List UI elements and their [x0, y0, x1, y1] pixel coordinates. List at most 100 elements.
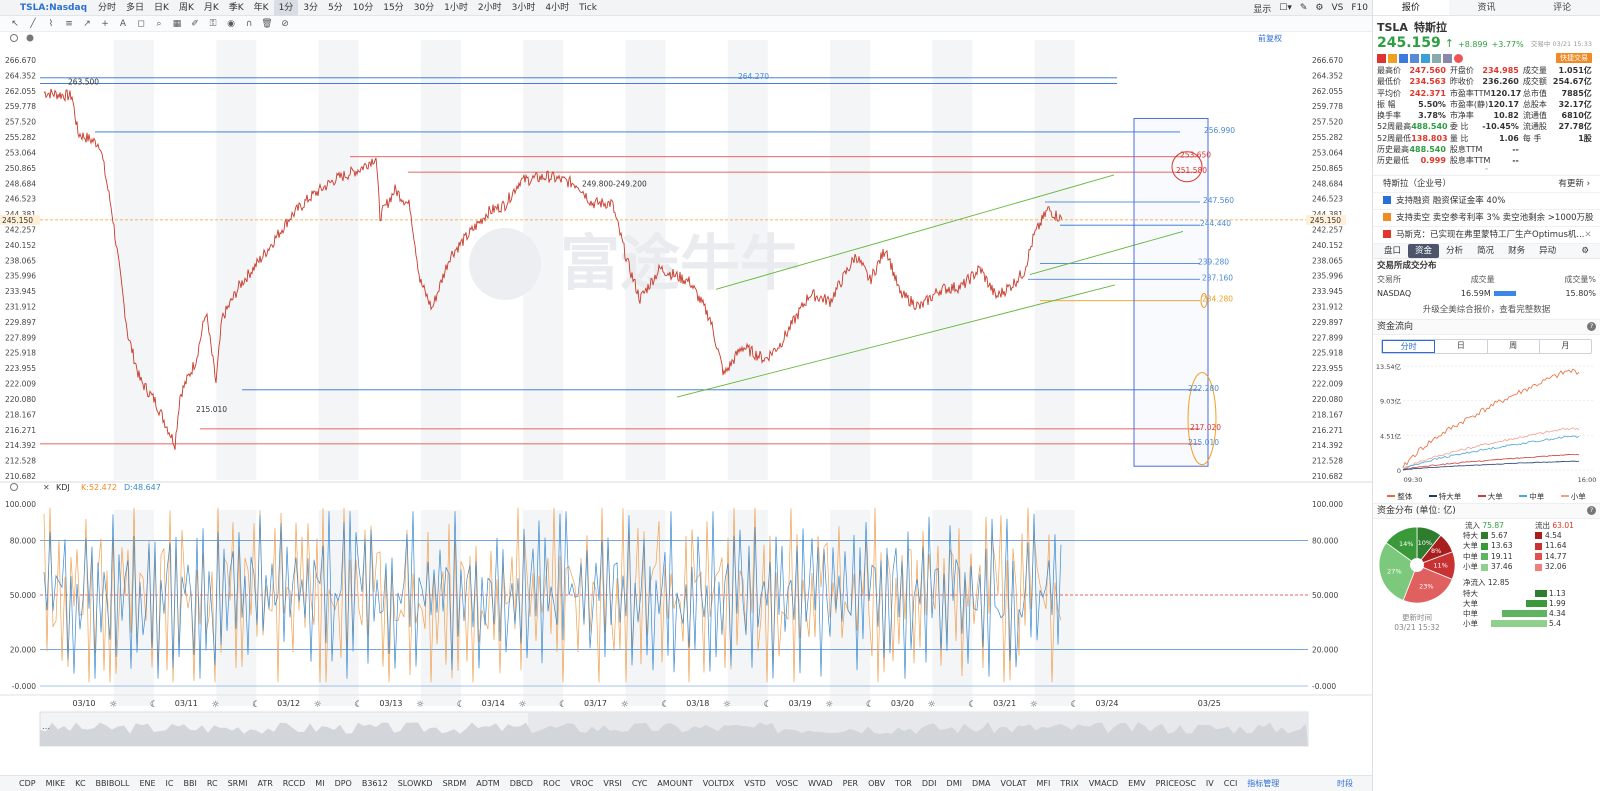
timeframe-tab[interactable]: 2小时 [477, 2, 502, 13]
sub-tab[interactable]: 财务 [1508, 245, 1526, 256]
price-annotation[interactable]: 244.440 [1200, 219, 1231, 228]
chart-close-icon[interactable] [26, 34, 34, 42]
price-annotation[interactable]: 215.010 [196, 405, 227, 414]
indicator-tab[interactable]: SRMI [227, 779, 248, 788]
indicator-tab[interactable]: RC [206, 779, 218, 788]
chart-settings-icon[interactable] [10, 34, 18, 42]
fib-tool-icon[interactable]: ≡ [65, 18, 73, 29]
timeframe-tab[interactable]: 4小时 [545, 2, 570, 13]
company-row[interactable]: 特斯拉（企业号） 有更新 › [1373, 174, 1600, 193]
flow-tab[interactable]: 分时 [1382, 339, 1436, 353]
price-annotation[interactable]: 237.160 [1202, 273, 1233, 282]
timeshare-button[interactable]: 时段 [1337, 779, 1353, 788]
crosshair-icon[interactable]: + [101, 18, 109, 29]
pen-icon[interactable]: ✎ [1299, 3, 1308, 13]
timeframe-tab[interactable]: 15分 [383, 2, 404, 13]
share-icon[interactable] [1443, 53, 1452, 63]
cursor-icon[interactable]: ↖ [11, 18, 19, 29]
indicator-tab[interactable]: DPO [334, 779, 352, 788]
trash-icon[interactable]: 🗑 [261, 18, 273, 29]
indicator-tab[interactable]: EMV [1128, 779, 1146, 788]
indicator-tab[interactable]: DMI [946, 779, 962, 788]
indicator-tab[interactable]: ROC [542, 779, 561, 788]
indicator-tab[interactable]: OBV [868, 779, 886, 788]
timeframe-tab[interactable]: 季K [228, 2, 244, 13]
quick-trade-button[interactable]: 快捷交易 [1556, 53, 1592, 63]
indicator-tab[interactable]: VROC [570, 779, 594, 788]
adjust-menu[interactable]: 前复权 [1258, 33, 1282, 43]
chat-icon[interactable] [1432, 53, 1441, 63]
arrow-tool-icon[interactable]: ↗ [83, 18, 91, 29]
indicator-tab[interactable]: VOSC [775, 779, 799, 788]
trend-line[interactable] [676, 284, 1116, 398]
24h-icon[interactable] [1399, 53, 1408, 63]
timeframe-tab[interactable]: 1分 [273, 0, 299, 16]
indicator-tab[interactable]: CYC [631, 779, 648, 788]
indicator-tab[interactable]: BBIBOLL [95, 779, 130, 788]
indicator-tab[interactable]: ENE [139, 779, 156, 788]
indicator-tab[interactable]: ADTM [476, 779, 500, 788]
indicator-tab[interactable]: CDP [19, 779, 36, 788]
f10-button[interactable]: F10 [1351, 3, 1368, 13]
sub-tab[interactable]: 分析 [1446, 245, 1464, 256]
help-icon[interactable]: ? [1587, 321, 1596, 331]
timeframe-tab[interactable]: Tick [579, 2, 597, 13]
news-item[interactable]: 支持融资 融资保证金率 40% [1373, 193, 1600, 210]
indicator-tab[interactable]: AMOUNT [657, 779, 693, 788]
layout-icon[interactable]: ☐▾ [1279, 3, 1292, 13]
right-tab[interactable]: 报价 [1373, 0, 1449, 15]
price-annotation[interactable]: 217.020 [1190, 423, 1221, 432]
polyline-tool-icon[interactable]: ⌇ [48, 18, 54, 29]
orange-ellipse[interactable] [1187, 372, 1217, 466]
comment-icon[interactable]: ◻ [137, 18, 145, 29]
indicator-tab[interactable]: DBCD [509, 779, 533, 788]
indicator-tab[interactable]: IC [165, 779, 174, 788]
timeframe-tab[interactable]: 3小时 [511, 2, 536, 13]
ticker-label[interactable]: TSLA:Nasdaq [20, 2, 88, 13]
price-annotation[interactable]: 249.800-249.200 [582, 179, 647, 188]
close-icon[interactable]: ✕ [1584, 229, 1592, 240]
indicator-tab[interactable]: CCI [1223, 779, 1238, 788]
ruler-icon[interactable]: ▦ [172, 18, 182, 29]
indicator-tab[interactable]: ATR [257, 779, 273, 788]
display-menu[interactable]: 显示 [1253, 4, 1272, 15]
vs-button[interactable]: VS [1331, 3, 1344, 13]
eye-icon[interactable]: ◉ [227, 18, 235, 29]
right-tab[interactable]: 资讯 [1477, 3, 1496, 13]
indicator-tab[interactable]: TRIX [1060, 779, 1079, 788]
flow-tab[interactable]: 周 [1488, 339, 1540, 353]
indicator-manage-button[interactable]: 指标管理 [1247, 779, 1280, 788]
timeframe-tab[interactable]: 多日 [126, 2, 145, 13]
kdj-label[interactable]: KDJ [56, 483, 70, 492]
margin-icon[interactable] [1410, 53, 1419, 63]
price-annotation[interactable]: 251.580 [1176, 166, 1207, 175]
trend-line[interactable] [1029, 230, 1184, 275]
kdj-settings-icon[interactable] [10, 483, 18, 491]
indicator-tab[interactable]: TOR [895, 779, 912, 788]
timeframe-tab[interactable]: 1小时 [444, 2, 468, 13]
timeframe-tab[interactable]: 5分 [328, 2, 343, 13]
text-tool-icon[interactable]: A [119, 18, 127, 29]
expand-icon[interactable]: ⌃ [1483, 166, 1490, 175]
brush-icon[interactable]: ✐ [191, 18, 199, 29]
sub-tab[interactable]: 简况 [1477, 245, 1495, 256]
gear-icon-2[interactable]: ⚙ [1581, 245, 1589, 256]
trend-line[interactable] [715, 174, 1115, 290]
indicator-tab[interactable]: IV [1205, 779, 1214, 788]
chart-area[interactable]: 前复权 266.670 266.670 264.352 264.352 262.055 26… [0, 32, 1372, 775]
flow-tab[interactable]: 日 [1435, 339, 1488, 353]
price-range-box[interactable] [1133, 117, 1209, 467]
indicator-tab[interactable]: VOLTDX [702, 779, 735, 788]
indicator-tab[interactable]: VSTD [744, 779, 766, 788]
navigator-handle[interactable]: ⋯ [42, 724, 50, 733]
news-item[interactable]: 支持卖空 卖空参考利率 3% 卖空池剩余 >1000万股 [1373, 210, 1600, 227]
indicator-tab[interactable]: SLOWKD [397, 779, 433, 788]
news-item[interactable]: 马斯克：已实现在弗里蒙特工厂生产Optimus机... ✕ [1373, 227, 1600, 244]
indicator-tab[interactable]: B3612 [361, 779, 388, 788]
small-ellipse[interactable] [1200, 293, 1208, 309]
magnet-icon[interactable]: ∩ [245, 18, 253, 29]
price-annotation[interactable]: 215.010 [1188, 438, 1219, 447]
indicator-tab[interactable]: SRDM [442, 779, 467, 788]
timeframe-tab[interactable]: 30分 [413, 2, 435, 13]
timeframe-tab[interactable]: 周K [178, 2, 194, 13]
